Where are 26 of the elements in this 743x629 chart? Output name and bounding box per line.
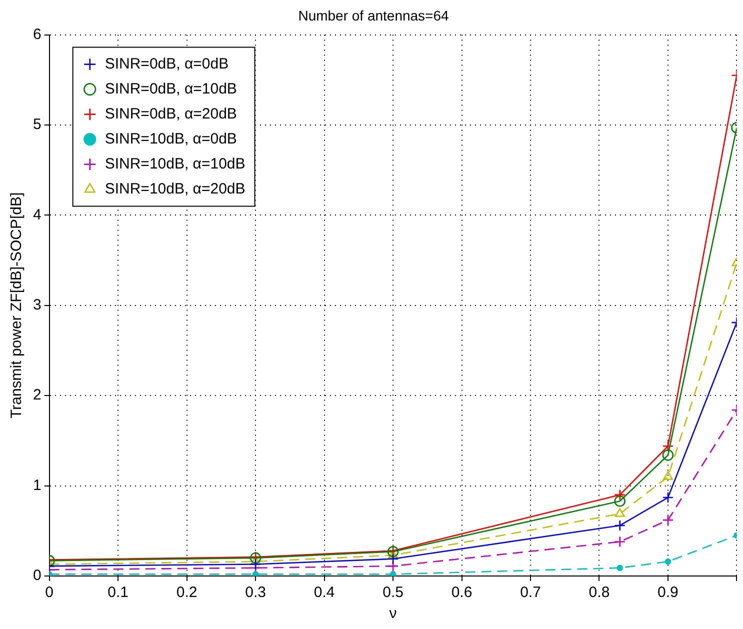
- x-tick-label: 0.9: [658, 584, 678, 602]
- chart-title: Number of antennas=64: [298, 7, 450, 24]
- y-tick-label: 6: [33, 26, 42, 43]
- y-tick-label: 3: [33, 296, 42, 314]
- y-tick-label: 1: [33, 476, 42, 494]
- y-axis-title: Transmit power ZF[dB]-SOCP[dB]: [8, 192, 26, 418]
- x-tick-label: 0: [45, 584, 54, 602]
- x-tick-label: 0.7: [520, 584, 541, 602]
- y-tick-label: 0: [33, 567, 42, 584]
- x-tick-label: 0.4: [314, 584, 335, 602]
- y-tick-label: 2: [33, 386, 42, 404]
- legend-label: SINR=10dB, α=10dB: [104, 155, 246, 172]
- x-tick-label: 0.5: [382, 584, 404, 602]
- legend-label: SINR=10dB, α=0dB: [104, 130, 237, 148]
- y-tick-label: 4: [33, 206, 42, 224]
- x-tick-label: 0.8: [588, 584, 610, 602]
- x-tick-label: 0.2: [176, 584, 198, 602]
- x-tick-label: 0.1: [108, 584, 129, 602]
- legend-label: SINR=0dB, α=0dB: [104, 55, 229, 72]
- x-axis-title: ν: [389, 605, 397, 622]
- legend-label: SINR=10dB, α=20dB: [104, 180, 246, 198]
- y-tick-label: 5: [33, 116, 42, 134]
- legend-label: SINR=0dB, α=20dB: [104, 105, 237, 122]
- x-tick-label: 0.3: [245, 584, 266, 602]
- legend-label: SINR=0dB, α=10dB: [104, 80, 237, 98]
- x-tick-label: 0.6: [451, 584, 472, 602]
